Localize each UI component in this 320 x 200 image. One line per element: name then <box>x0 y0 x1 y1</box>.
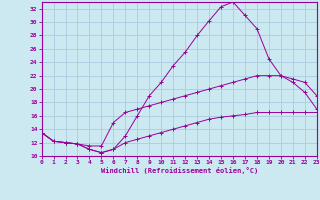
X-axis label: Windchill (Refroidissement éolien,°C): Windchill (Refroidissement éolien,°C) <box>100 167 258 174</box>
